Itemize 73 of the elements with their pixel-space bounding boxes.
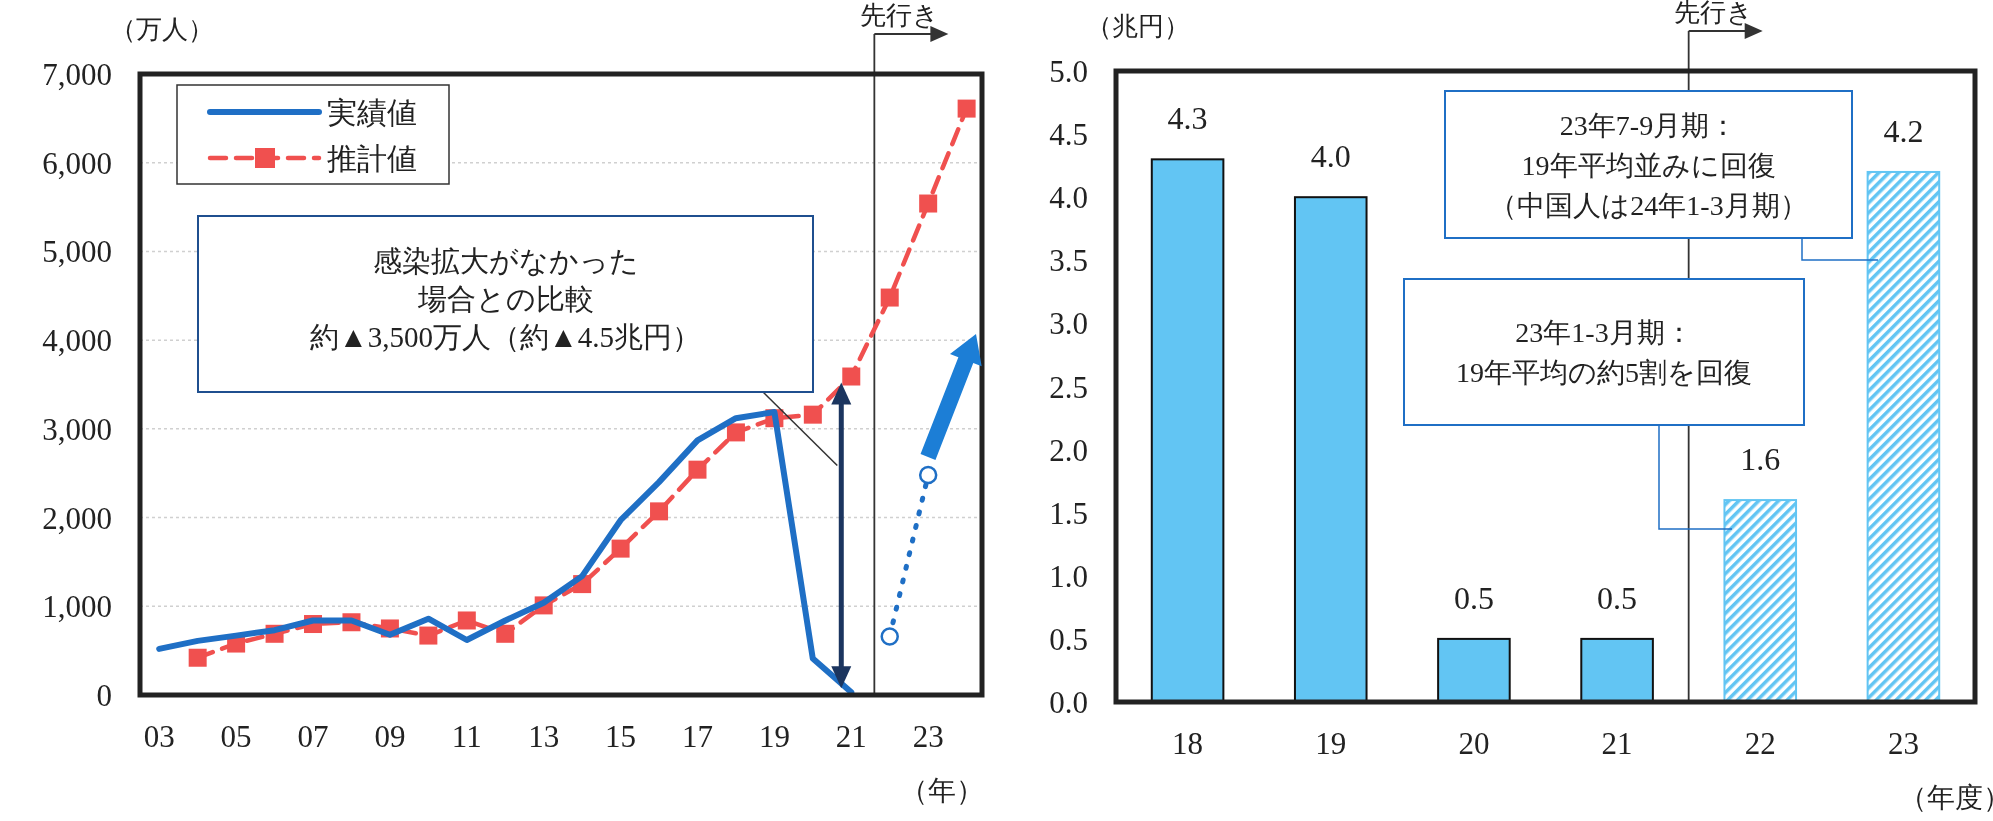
ref-line-label: 先行き	[859, 1, 939, 30]
ref-line-label: 先行き	[1674, 0, 1754, 27]
point	[880, 288, 899, 307]
point	[918, 465, 938, 485]
y-axis-title: （万人）	[110, 15, 214, 44]
x-tick-label: 15	[605, 719, 637, 754]
data-label: 0.5	[1453, 579, 1494, 616]
y-axis-title: （兆円）	[1086, 12, 1190, 41]
annotation: 感染拡大がなかった	[372, 245, 639, 277]
x-tick-label: 11	[451, 719, 482, 754]
y-tick-label: 1,000	[42, 589, 112, 625]
point	[650, 502, 669, 521]
y-tick-label: 0.5	[1049, 621, 1088, 657]
y-tick-label: 0.0	[1049, 685, 1088, 720]
x-tick-label: 23	[912, 719, 944, 754]
point	[726, 423, 745, 442]
y-tick-label: 2.0	[1049, 432, 1088, 468]
y-tick-label: 1.5	[1049, 495, 1088, 531]
x-tick-label: 21	[1601, 726, 1633, 761]
point	[803, 405, 822, 424]
x-tick-label: 18	[1172, 726, 1204, 761]
annotation: 場合との比較	[416, 283, 594, 315]
y-tick-label: 4,000	[42, 323, 112, 359]
point	[842, 367, 861, 386]
point	[188, 648, 207, 667]
annotation: 19年平均の約5割を回復	[1456, 357, 1752, 388]
x-tick-label: 05	[220, 719, 252, 754]
y-tick-label: 3.5	[1049, 243, 1088, 279]
x-tick-label: 03	[143, 719, 175, 754]
y-tick-label: 3,000	[42, 411, 112, 447]
x-tick-label: 09	[374, 719, 406, 754]
y-tick-label: 5.0	[1049, 54, 1088, 89]
point	[688, 460, 707, 479]
point	[496, 624, 515, 643]
y-tick-label: 4.5	[1049, 117, 1088, 153]
y-tick-label: 2,000	[42, 500, 112, 536]
x-tick-label: 20	[1458, 726, 1490, 761]
y-tick-label: 1.0	[1049, 558, 1088, 594]
x-tick-label: 21	[835, 719, 867, 754]
annotation: 23年7-9月期：	[1559, 109, 1738, 141]
annotation: （中国人は24年1-3月期）	[1489, 189, 1808, 221]
x-axis-title: （年度）	[1899, 782, 1993, 813]
x-tick-label: 19	[758, 719, 790, 754]
x-tick-label: 07	[297, 719, 329, 754]
data-label: 1.6	[1740, 441, 1781, 478]
point	[457, 611, 476, 630]
y-tick-label: 2.5	[1049, 369, 1088, 405]
y-tick-label: 7,000	[42, 57, 112, 92]
point	[880, 627, 899, 646]
x-tick-label: 19	[1315, 726, 1347, 761]
y-tick-label: 5,000	[42, 234, 112, 270]
data-label: 4.3	[1167, 100, 1208, 137]
x-tick-label: 23	[1887, 726, 1919, 761]
x-tick-label: 13	[528, 719, 560, 754]
point	[419, 626, 438, 645]
x-axis-title: （年）	[900, 775, 984, 806]
legend-label: 推計値	[327, 142, 417, 175]
y-tick-label: 3.0	[1049, 306, 1088, 342]
point	[611, 539, 630, 558]
y-tick-label: 0	[96, 678, 112, 713]
y-tick-label: 4.0	[1049, 180, 1088, 216]
annotation: 約▲3,500万人（約▲4.5兆円）	[310, 321, 701, 353]
y-tick-label: 6,000	[42, 145, 112, 181]
point	[919, 194, 938, 213]
point	[957, 99, 976, 118]
data-label: 0.5	[1597, 579, 1638, 616]
annotation: 19年平均並みに回復	[1521, 149, 1776, 181]
legend-label: 実績値	[327, 96, 417, 129]
data-label: 4.0	[1310, 138, 1351, 175]
x-tick-label: 17	[681, 719, 713, 754]
data-label: 4.2	[1883, 112, 1924, 149]
x-tick-label: 22	[1744, 726, 1776, 761]
annotation: 23年1-3月期：	[1515, 317, 1693, 348]
